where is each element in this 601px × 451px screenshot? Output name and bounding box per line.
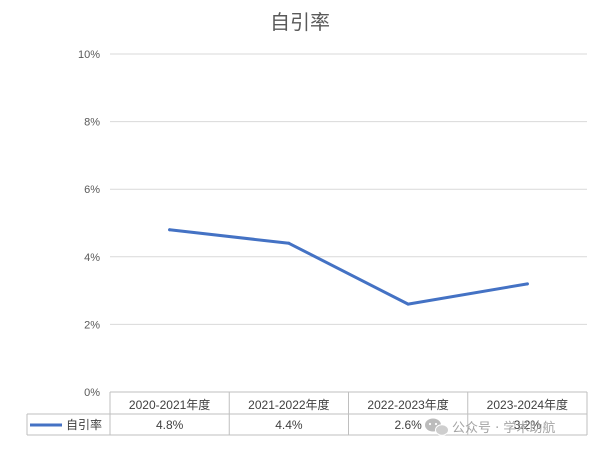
table-cell-value: 4.4% xyxy=(275,418,303,432)
data-table: 2020-2021年度 2021-2022年度 2022-2023年度 2023-20… xyxy=(26,391,588,436)
y-tick-label: 4% xyxy=(84,252,100,264)
data-point xyxy=(525,282,529,286)
table-cell-value: 3.2% xyxy=(514,418,542,432)
x-category-label: 2022-2023年度 xyxy=(367,397,448,412)
chart-title: 自引率 xyxy=(270,10,330,34)
x-category-label: 2023-2024年度 xyxy=(487,397,568,412)
y-axis: 0% 2% 4% 6% 8% 10% xyxy=(78,49,100,399)
x-category-label: 2021-2022年度 xyxy=(248,397,329,412)
data-point xyxy=(406,302,410,306)
y-tick-label: 8% xyxy=(84,117,100,129)
series-layer xyxy=(168,228,529,306)
y-tick-label: 10% xyxy=(78,49,100,61)
y-tick-label: 0% xyxy=(84,387,100,399)
table-cell-value: 4.8% xyxy=(156,418,184,432)
table-cell-value: 2.6% xyxy=(394,418,422,432)
data-point xyxy=(168,228,172,232)
y-tick-label: 2% xyxy=(84,319,100,331)
data-point xyxy=(287,241,291,245)
wechat-icon xyxy=(425,418,449,436)
series-line xyxy=(168,228,529,306)
legend-label: 自引率 xyxy=(66,417,102,432)
gridlines xyxy=(110,53,587,393)
watermark: 公众号 · 学术助航 xyxy=(425,418,555,436)
watermark-text: 公众号 · 学术助航 xyxy=(452,420,555,436)
x-category-label: 2020-2021年度 xyxy=(129,397,210,412)
y-tick-label: 6% xyxy=(84,184,100,196)
